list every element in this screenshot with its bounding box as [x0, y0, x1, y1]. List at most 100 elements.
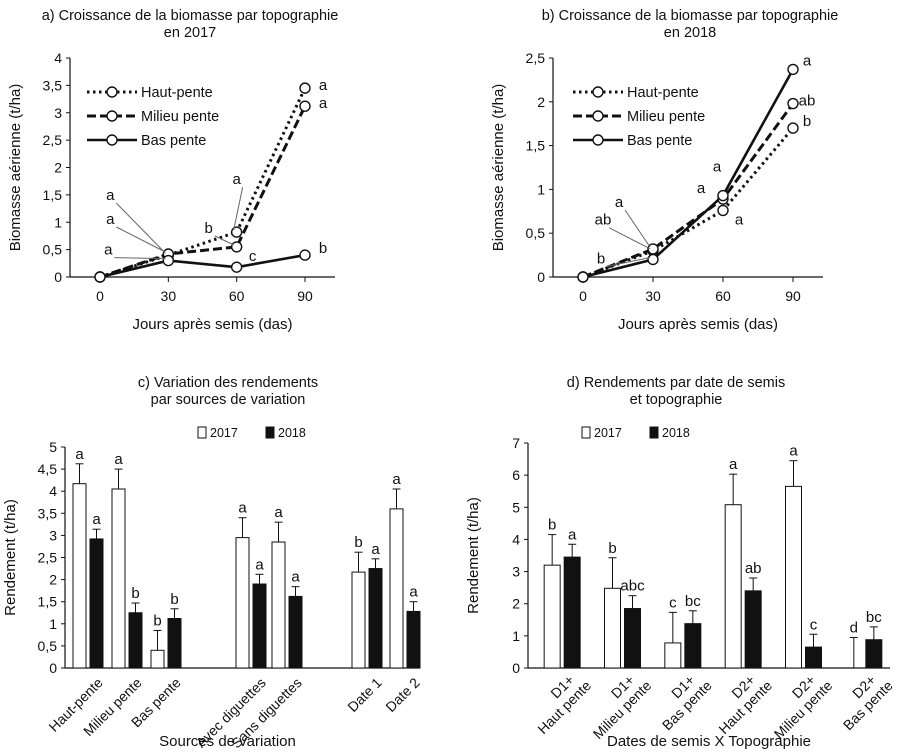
- bar: [89, 538, 104, 669]
- significance-letter: b: [131, 585, 139, 602]
- y-tick-label: 0: [512, 660, 520, 676]
- significance-letter: a: [238, 500, 247, 517]
- y-tick-label: 1: [54, 214, 62, 230]
- significance-letter: b: [608, 540, 616, 557]
- data-point: [647, 253, 659, 266]
- significance-letter: a: [789, 443, 798, 460]
- significance-letter: b: [204, 220, 212, 237]
- y-tick-label: 2: [49, 572, 57, 588]
- y-tick-label: 4,5: [38, 461, 58, 477]
- significance-letter: a: [255, 556, 264, 573]
- y-tick-label: 5: [512, 499, 520, 515]
- y-tick-label: 5: [49, 439, 57, 455]
- significance-letter: a: [803, 52, 812, 69]
- chart-title: d) Rendements par date de semis: [567, 375, 785, 391]
- legend-label: Milieu pente: [141, 109, 219, 125]
- chart-title: a) Croissance de la biomasse par topogra…: [42, 8, 339, 24]
- chart-title: par sources de variation: [151, 392, 306, 408]
- series-line-bas-pente: [582, 68, 795, 279]
- letter-pointer: [116, 226, 166, 253]
- significance-letter: a: [92, 511, 101, 528]
- x-tick-label: 0: [579, 288, 587, 304]
- x-tick-label-group: D2+Haut pente: [715, 672, 775, 737]
- legend-label: Milieu pente: [627, 109, 705, 125]
- bar: [368, 568, 383, 669]
- legend-swatch: [581, 426, 591, 439]
- bar: [72, 483, 87, 669]
- series-line-milieu-pente: [99, 105, 307, 279]
- bar: [150, 649, 165, 669]
- significance-letter: bc: [866, 609, 882, 626]
- significance-letter: a: [291, 569, 300, 586]
- significance-letter: a: [371, 541, 380, 558]
- significance-letter: b: [548, 517, 556, 534]
- significance-letter: a: [409, 584, 418, 601]
- y-tick-label: 1,5: [38, 594, 58, 610]
- data-point: [299, 82, 311, 94]
- y-tick-label: 2: [512, 596, 520, 612]
- data-point: [717, 189, 729, 202]
- bar: [406, 610, 421, 669]
- data-point: [94, 271, 106, 283]
- y-tick-label: 1: [537, 181, 545, 197]
- significance-letter: b: [803, 113, 811, 130]
- chart-b: b) Croissance de la biomasse par topogra…: [490, 8, 838, 333]
- chart-title: c) Variation des rendements: [138, 375, 318, 391]
- y-tick-label: 1,5: [43, 187, 63, 203]
- legend-marker: [592, 110, 604, 122]
- legend-marker: [592, 134, 604, 146]
- y-tick-label: 2,5: [43, 132, 63, 148]
- significance-letter: a: [114, 451, 123, 468]
- y-tick-label: 2: [537, 94, 545, 110]
- legend-label: 2018: [278, 426, 306, 440]
- x-tick-label: 90: [785, 288, 801, 304]
- bar: [744, 590, 762, 669]
- significance-letter: b: [153, 612, 161, 629]
- significance-letter: a: [568, 526, 577, 543]
- data-point: [577, 271, 589, 283]
- letter-pointer: [114, 257, 166, 260]
- y-tick-label: 2,5: [38, 550, 58, 566]
- x-axis-label: Sources de variation: [159, 733, 296, 750]
- series-line-bas-pente: [99, 253, 306, 279]
- bar: [111, 488, 126, 669]
- significance-letter: a: [75, 446, 84, 463]
- bar: [624, 608, 641, 669]
- x-tick-label: Date 1: [344, 674, 385, 715]
- legend-marker: [592, 86, 604, 98]
- significance-letter: c: [810, 616, 818, 633]
- x-tick-label: 30: [161, 288, 177, 304]
- data-point: [787, 63, 799, 76]
- legend-label: 2017: [210, 426, 238, 440]
- letter-pointer: [624, 209, 651, 248]
- bar: [252, 583, 267, 669]
- x-tick-label: 60: [715, 288, 731, 304]
- y-tick-label: 0,5: [43, 242, 63, 258]
- x-tick-label-group: D2+Milieu pente: [771, 672, 836, 742]
- x-tick-label-group: D1+Bas pente: [659, 672, 715, 734]
- bar: [128, 612, 143, 669]
- letter-pointer: [233, 187, 244, 231]
- letter-pointer: [608, 227, 651, 250]
- data-point: [717, 204, 729, 217]
- legend-swatch: [649, 426, 659, 439]
- x-tick-label: 30: [645, 288, 661, 304]
- legend-label: 2017: [594, 426, 622, 440]
- x-tick-label-group: D1+Haut pente: [534, 672, 594, 737]
- series-line-milieu-pente: [582, 102, 795, 279]
- significance-letter: a: [232, 171, 241, 188]
- significance-letter: a: [729, 456, 738, 473]
- bar: [664, 642, 682, 669]
- letter-pointer: [115, 202, 166, 254]
- data-point: [787, 122, 799, 134]
- data-point: [162, 254, 175, 267]
- significance-letter: ab: [595, 212, 612, 229]
- y-tick-label: 1: [512, 628, 520, 644]
- chart-title: et topographie: [630, 392, 723, 408]
- data-point: [230, 241, 243, 253]
- y-tick-label: 4: [512, 531, 520, 547]
- legend-marker: [106, 134, 118, 146]
- y-tick-label: 4: [49, 483, 57, 499]
- significance-letter: abc: [620, 578, 645, 595]
